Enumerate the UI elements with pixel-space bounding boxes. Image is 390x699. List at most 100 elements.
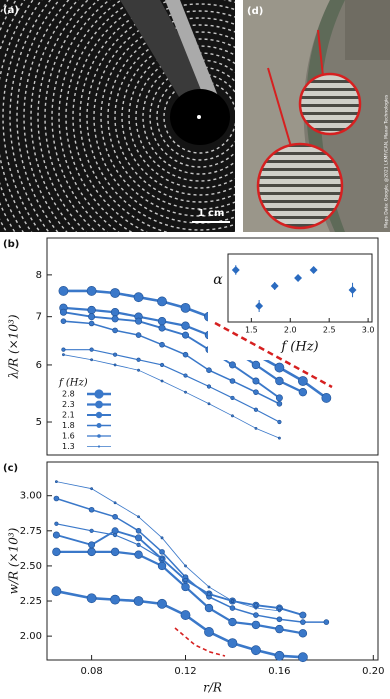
texture-ring <box>128 45 235 189</box>
y-axis-label: λ/R (×10³) <box>7 314 21 379</box>
legend-label: 1.3 <box>62 442 75 451</box>
x-tick-label: 2.0 <box>284 326 297 335</box>
panel-label: (a) <box>3 5 19 16</box>
data-point <box>110 288 120 298</box>
texture-ring <box>86 3 235 231</box>
data-point <box>229 605 236 611</box>
texture-ring <box>2 0 43 232</box>
data-point <box>206 591 212 597</box>
texture-ring <box>9 0 52 232</box>
data-point <box>54 521 59 526</box>
data-point <box>157 561 167 571</box>
data-point <box>230 395 235 401</box>
y-tick-label: 6 <box>36 360 42 371</box>
data-point <box>112 513 118 520</box>
data-point <box>180 302 191 313</box>
data-point <box>135 332 142 338</box>
data-point <box>275 376 284 386</box>
x-tick-label: 0.20 <box>362 666 384 677</box>
legend-marker <box>95 400 103 409</box>
data-point <box>135 317 143 325</box>
y-axis-label: w/R (×10³) <box>7 527 21 594</box>
data-point <box>297 376 308 386</box>
texture-ring <box>23 0 70 232</box>
data-point <box>183 577 188 583</box>
data-point <box>207 402 211 406</box>
data-point <box>135 534 143 542</box>
legend-label: 2.8 <box>62 390 75 399</box>
data-point <box>113 501 117 505</box>
data-point <box>135 528 142 534</box>
data-point <box>89 528 94 533</box>
data-point <box>206 384 212 389</box>
texture-ring <box>107 24 235 210</box>
data-point <box>252 377 260 385</box>
series-line <box>56 523 280 609</box>
legend-label: 1.8 <box>62 421 75 430</box>
data-point <box>253 612 259 618</box>
data-point <box>137 515 140 519</box>
series-line <box>63 311 280 399</box>
data-point <box>228 617 237 627</box>
data-point <box>204 603 214 613</box>
data-point <box>278 436 281 440</box>
texture-ring <box>121 38 235 196</box>
legend-label: 1.6 <box>62 432 75 441</box>
legend-marker <box>97 434 101 438</box>
texture-ring <box>51 0 111 232</box>
legend-marker <box>96 423 102 428</box>
data-point <box>62 353 65 357</box>
panel-label: (d) <box>247 6 263 17</box>
data-point <box>309 266 318 274</box>
data-point <box>159 549 165 555</box>
data-point <box>204 627 214 637</box>
x-tick-label: 2.5 <box>323 326 336 335</box>
data-point <box>89 347 94 352</box>
series-line <box>56 550 304 635</box>
x-tick-label: 1.5 <box>245 326 258 335</box>
x-axis-label: f (Hz) <box>280 340 318 355</box>
data-point <box>300 619 306 625</box>
data-point <box>88 320 95 327</box>
data-point <box>112 352 118 357</box>
data-point <box>110 308 120 317</box>
data-point <box>298 387 308 397</box>
y-tick-label: 2.75 <box>20 526 42 537</box>
image-a <box>0 0 235 232</box>
data-point <box>110 547 120 557</box>
data-point <box>299 611 307 619</box>
y-tick-label: 2.50 <box>20 561 42 572</box>
data-point <box>157 296 167 307</box>
texture-ring <box>93 10 235 224</box>
series-line <box>56 497 327 623</box>
data-point <box>206 367 212 373</box>
y-tick-label: 2.00 <box>20 631 42 642</box>
data-point <box>113 363 117 367</box>
texture-ring <box>65 0 137 232</box>
data-point <box>88 313 96 321</box>
plot-frame <box>46 461 379 661</box>
data-point <box>231 599 234 603</box>
legend-marker <box>97 445 101 448</box>
data-point <box>87 305 96 315</box>
series-line <box>63 320 280 405</box>
data-point <box>251 620 261 630</box>
data-point <box>52 547 61 557</box>
data-point <box>229 378 236 384</box>
y-tick-label: 7 <box>36 312 42 323</box>
data-point <box>137 368 140 372</box>
data-point <box>183 373 188 378</box>
data-point <box>181 321 190 330</box>
slope-guide <box>214 321 333 389</box>
texture-ring <box>30 0 80 232</box>
data-point <box>61 347 66 352</box>
y-tick-label: 8 <box>36 270 42 281</box>
data-point <box>298 629 308 638</box>
data-point <box>276 400 283 407</box>
legend-label: 2.1 <box>62 411 75 420</box>
panel-label: (b) <box>3 239 19 250</box>
texture-ring <box>156 73 235 161</box>
series-line <box>63 354 280 439</box>
